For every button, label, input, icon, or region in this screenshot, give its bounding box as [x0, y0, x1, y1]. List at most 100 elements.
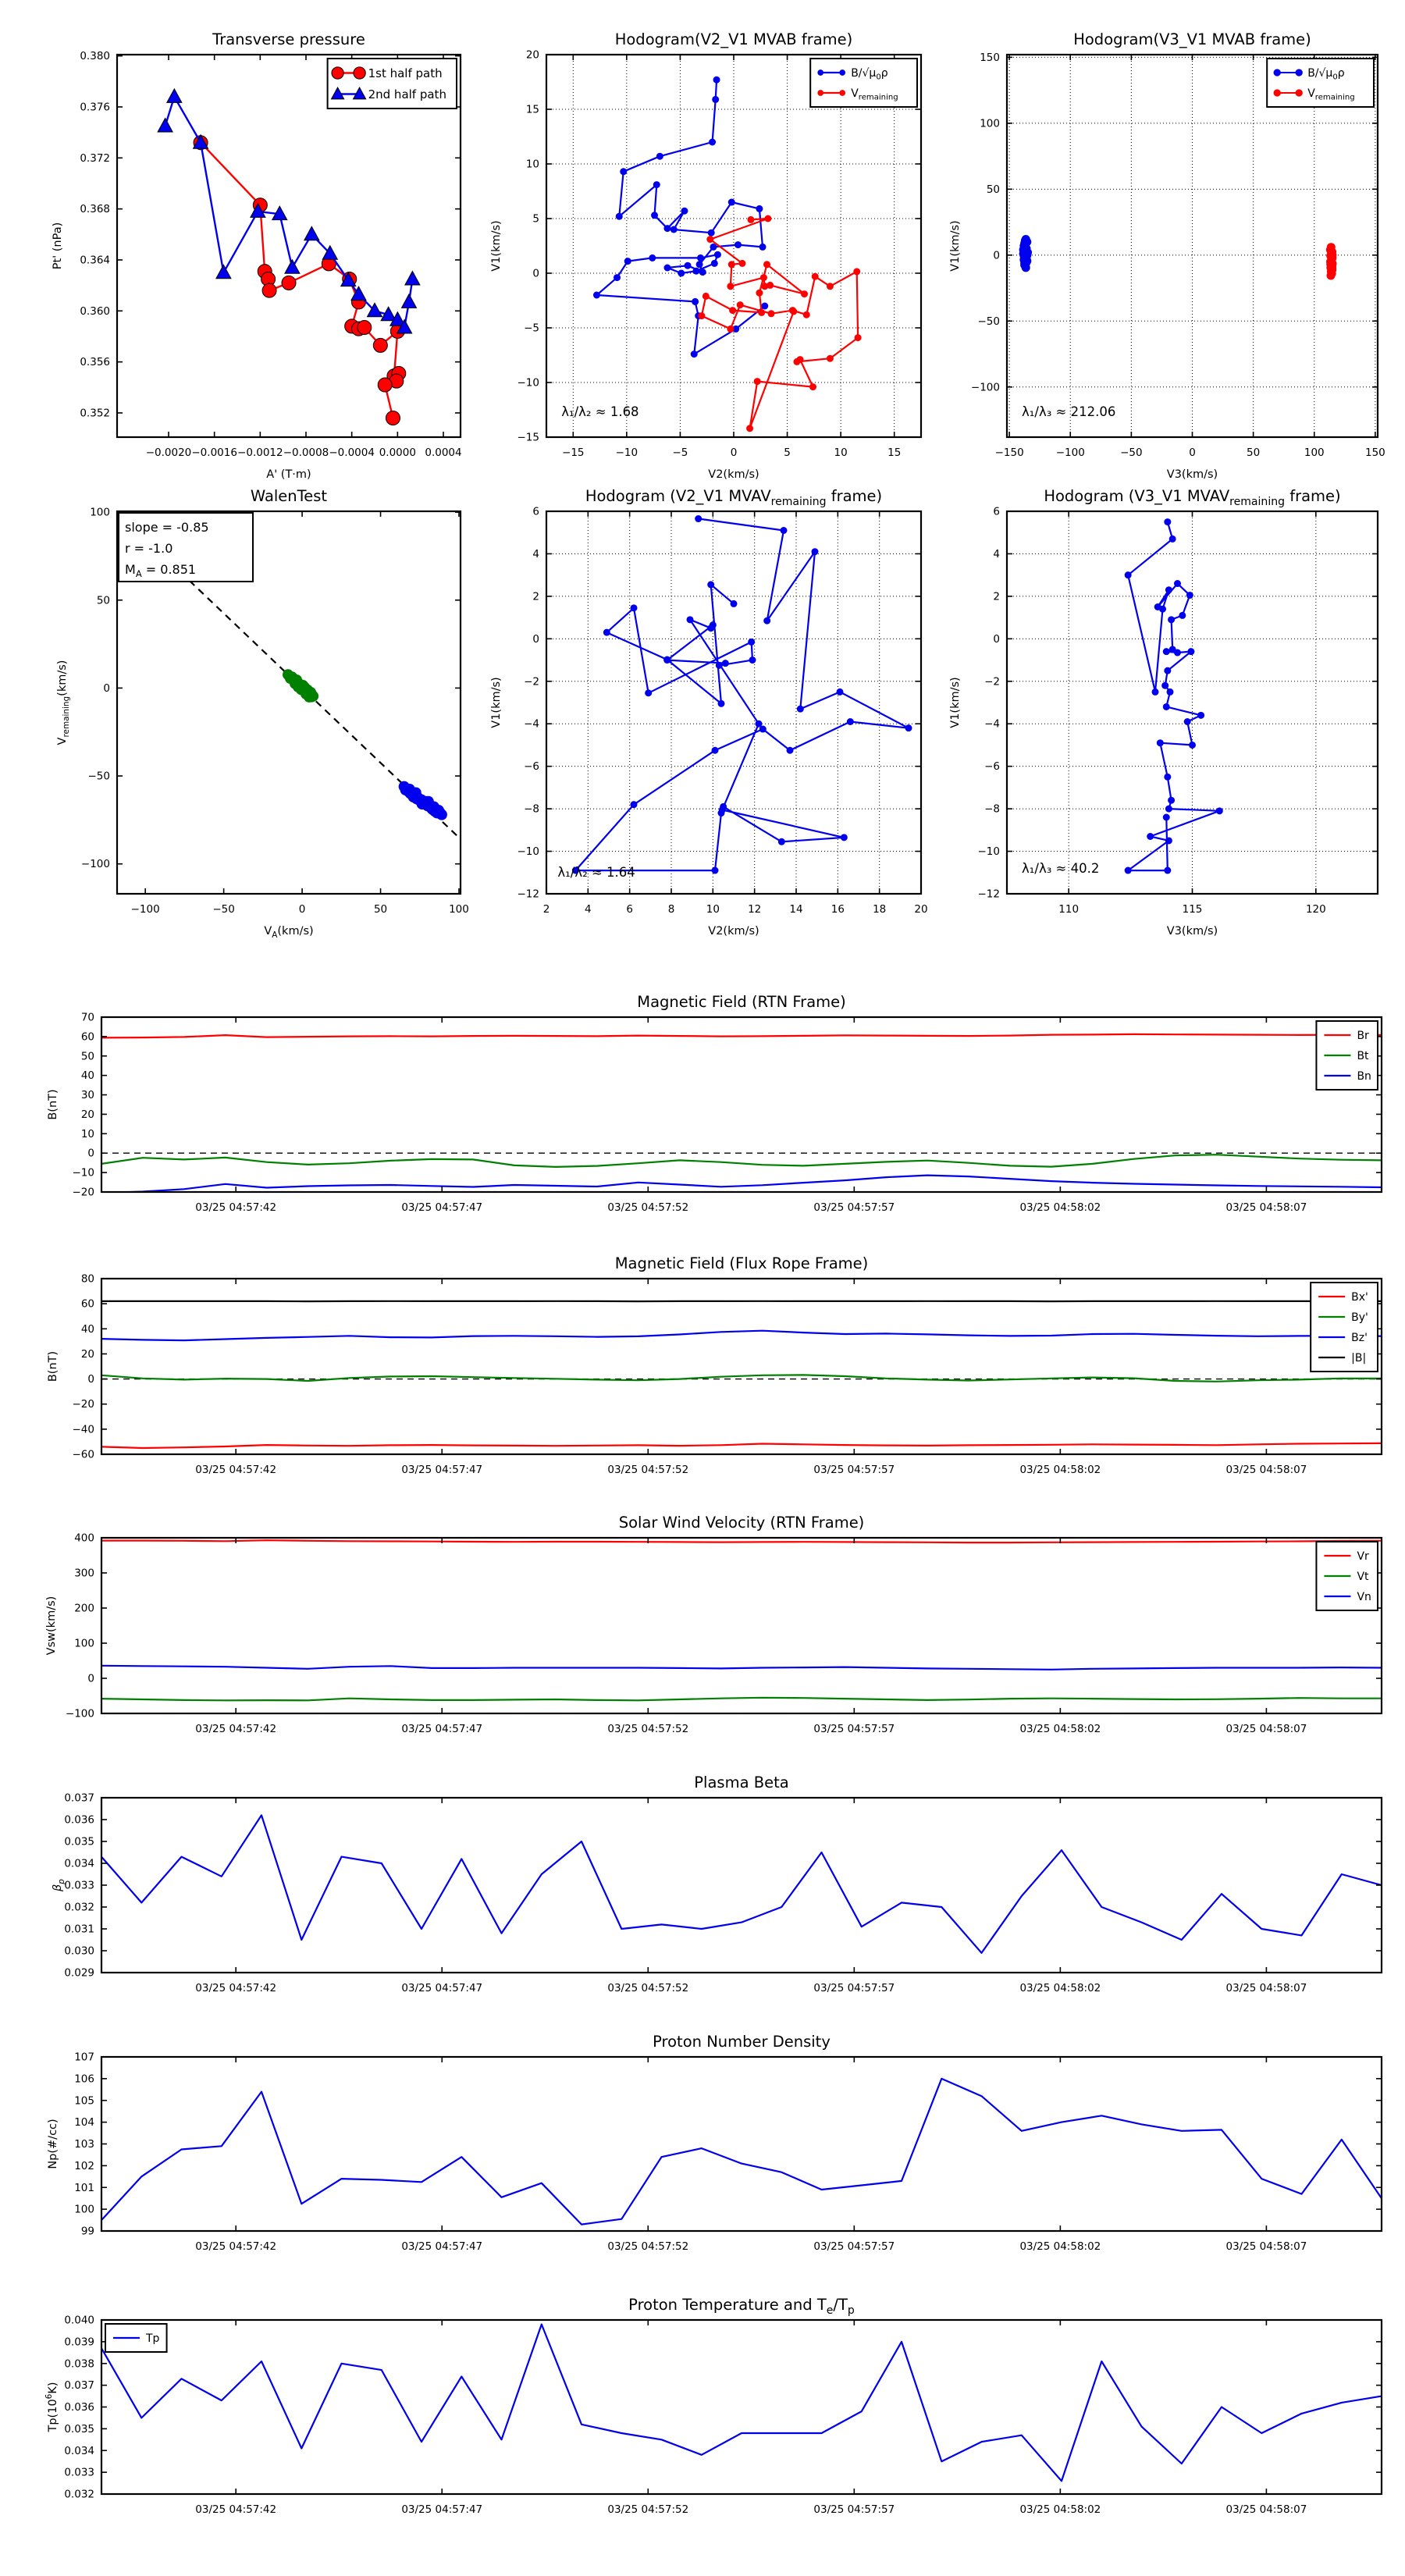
legend: Tp: [105, 2323, 168, 2353]
y-tick-label: −20: [73, 1187, 95, 1199]
y-axis-label: Pt' (nPa): [52, 222, 64, 270]
legend-label: By': [1351, 1311, 1368, 1324]
y-tick-label: 60: [81, 1298, 94, 1311]
x-tick-label: 03/25 04:57:42: [195, 2240, 276, 2253]
y-tick-label: 107: [74, 2051, 94, 2064]
y-tick-label: 0.035: [64, 1836, 94, 1848]
x-tick-label: 03/25 04:57:47: [401, 1464, 482, 1476]
x-tick-label: −0.0020: [146, 447, 192, 459]
legend-label: B/√μ0ρ: [851, 67, 888, 82]
y-tick-label: 100: [980, 117, 1000, 130]
chart-hodogram-v2v1-mvav: 2 4 6 8 10 12 14 16 18 206420−2−4−6−8−10−12Hodogr…: [490, 487, 928, 938]
y-tick-label: −4: [984, 718, 1000, 731]
legend-label: Bt: [1357, 1050, 1369, 1062]
y-tick-label: 15: [526, 104, 539, 116]
y-tick-label: −2: [524, 675, 539, 688]
y-tick-label: 0: [993, 249, 1000, 262]
y-tick-label: −20: [73, 1398, 95, 1411]
y-tick-label: 101: [74, 2182, 94, 2194]
y-tick-label: 0.360: [80, 305, 110, 318]
info-box: slope = -0.85 r = -1.0 MA = 0.851: [118, 512, 254, 582]
x-tick-label: 03/25 04:58:02: [1019, 1201, 1101, 1214]
x-tick-label: 03/25 04:58:07: [1225, 1464, 1307, 1476]
y-tick-label: −10: [518, 845, 540, 858]
x-tick-label: 2: [543, 903, 550, 916]
x-tick-label: −50: [1120, 447, 1143, 459]
y-tick-label: 80: [81, 1273, 94, 1286]
y-tick-label: 20: [81, 1108, 94, 1121]
x-tick-label: 100: [449, 903, 469, 916]
y-tick-label: 10: [81, 1128, 94, 1140]
x-axis-label: V2(km/s): [708, 468, 759, 481]
chart-title: Proton Number Density: [653, 2033, 831, 2051]
x-tick-label: 0: [299, 903, 306, 916]
x-tick-label: 03/25 04:57:57: [813, 2240, 895, 2253]
series-group: [101, 2323, 1382, 2482]
x-tick-label: 100: [1304, 447, 1325, 459]
y-tick-label: 0.364: [80, 254, 110, 266]
x-tick-label: 03/25 04:57:47: [401, 2240, 482, 2253]
y-axis-label: V1(km/s): [490, 677, 503, 728]
y-tick-label: 0: [103, 682, 110, 695]
x-tick-label: 0.0004: [425, 447, 461, 459]
y-tick-label: 30: [81, 1089, 94, 1101]
series-group: [157, 87, 421, 425]
x-tick-label: 03/25 04:57:52: [607, 2240, 688, 2253]
y-tick-label: −50: [978, 315, 1001, 328]
legend-label: Vn: [1357, 1591, 1371, 1603]
chart-hodogram-v2v1-mvab: −15 −10 −5 0 5 10 15 20 15 10 5 0 −5 −10 −15 Hodogram(V…: [490, 30, 923, 481]
x-tick-label: −10: [616, 447, 638, 459]
series-group: [101, 1300, 1382, 1450]
chart-plasma-beta: 03/25 04:57:42 03/25 04:57:47 03/25 04:57:…: [52, 1774, 1383, 1994]
y-tick-label: 0: [993, 633, 1000, 646]
x-axis-label: VA(km/s): [264, 925, 313, 940]
legend-label: Bn: [1357, 1070, 1371, 1083]
y-tick-label: 2: [993, 590, 1000, 603]
y-tick-label: 6: [993, 506, 1000, 518]
legend: B/√μ0ρ Vremaining: [809, 58, 918, 108]
legend-label: Tp: [145, 2332, 160, 2345]
chart-magnetic-field-flux-rope: 03/25 04:57:42 03/25 04:57:47 03/25 04:57:…: [47, 1254, 1383, 1476]
legend: Br Bt Bn: [1315, 1020, 1378, 1091]
y-tick-label: −100: [81, 858, 110, 870]
x-tick-label: 12: [748, 903, 761, 916]
x-tick-label: 03/25 04:58:02: [1019, 2503, 1101, 2516]
chart-transverse-pressure: −0.0020 −0.0016 −0.0012 −0.0008 −0.0004 0.000…: [52, 30, 462, 481]
x-tick-label: 03/25 04:57:52: [607, 1201, 688, 1214]
x-tick-label: 4: [585, 903, 592, 916]
y-tick-label: −100: [971, 381, 1000, 393]
x-tick-label: 03/25 04:57:42: [195, 1464, 276, 1476]
x-tick-label: 0: [1189, 447, 1196, 459]
x-tick-label: 03/25 04:57:42: [195, 1723, 276, 1735]
x-axis-label: A' (T·m): [266, 468, 311, 481]
x-tick-label: 03/25 04:58:07: [1225, 2503, 1307, 2516]
x-tick-label: 03/25 04:58:07: [1225, 1723, 1307, 1735]
x-tick-label: 10: [834, 447, 848, 459]
y-tick-label: −4: [524, 718, 539, 731]
annotation: λ₁/λ₂ ≈ 1.64: [557, 865, 635, 880]
legend: B/√μ0ρ Vremaining: [1266, 58, 1375, 108]
y-tick-label: −10: [73, 1167, 95, 1179]
legend: Vr Vt Vn: [1315, 1541, 1378, 1611]
y-axis-label: V1(km/s): [949, 220, 962, 271]
y-tick-label: 0.356: [80, 356, 110, 368]
x-tick-label: 03/25 04:57:47: [401, 1982, 482, 1994]
x-tick-label: 15: [887, 447, 901, 459]
series-group: [1124, 518, 1223, 874]
chart-hodogram-v3v1-mvab: −150 −100 −50 0 50 100 150 150 100 50 0 −50 −100 Hodo…: [949, 30, 1385, 481]
x-tick-label: 16: [831, 903, 845, 916]
x-tick-label: −0.0004: [329, 447, 375, 459]
x-tick-label: 5: [784, 447, 791, 459]
y-tick-label: −5: [524, 322, 539, 335]
y-tick-label: 50: [81, 1050, 94, 1062]
y-tick-label: 100: [90, 507, 110, 519]
x-tick-label: 115: [1183, 903, 1203, 916]
legend-label: Br: [1357, 1030, 1369, 1042]
y-tick-label: 106: [74, 2073, 94, 2085]
series-group: [101, 1814, 1382, 1954]
legend-label: Vremaining: [851, 87, 898, 102]
y-axis-label: V1(km/s): [949, 677, 962, 728]
legend-label: Vremaining: [1307, 87, 1354, 102]
x-tick-label: −100: [131, 903, 160, 916]
